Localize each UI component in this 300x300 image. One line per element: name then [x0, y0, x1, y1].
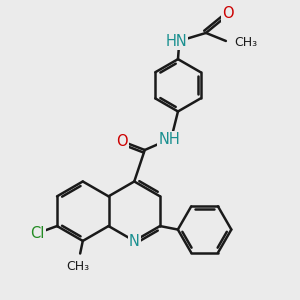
Text: NH: NH	[158, 132, 180, 147]
Text: CH₃: CH₃	[66, 260, 89, 273]
Text: Cl: Cl	[31, 226, 45, 241]
Text: CH₃: CH₃	[234, 36, 257, 49]
Text: HN: HN	[165, 34, 187, 49]
Text: O: O	[222, 6, 234, 21]
Text: O: O	[116, 134, 128, 149]
Text: N: N	[129, 234, 140, 249]
